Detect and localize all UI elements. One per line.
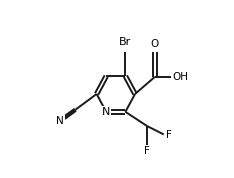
Text: F: F [166,130,172,140]
Text: F: F [144,146,150,156]
Text: N: N [56,116,64,126]
Text: O: O [151,40,159,49]
Text: OH: OH [172,72,188,82]
Text: Br: Br [119,37,132,47]
Text: N: N [102,107,110,117]
